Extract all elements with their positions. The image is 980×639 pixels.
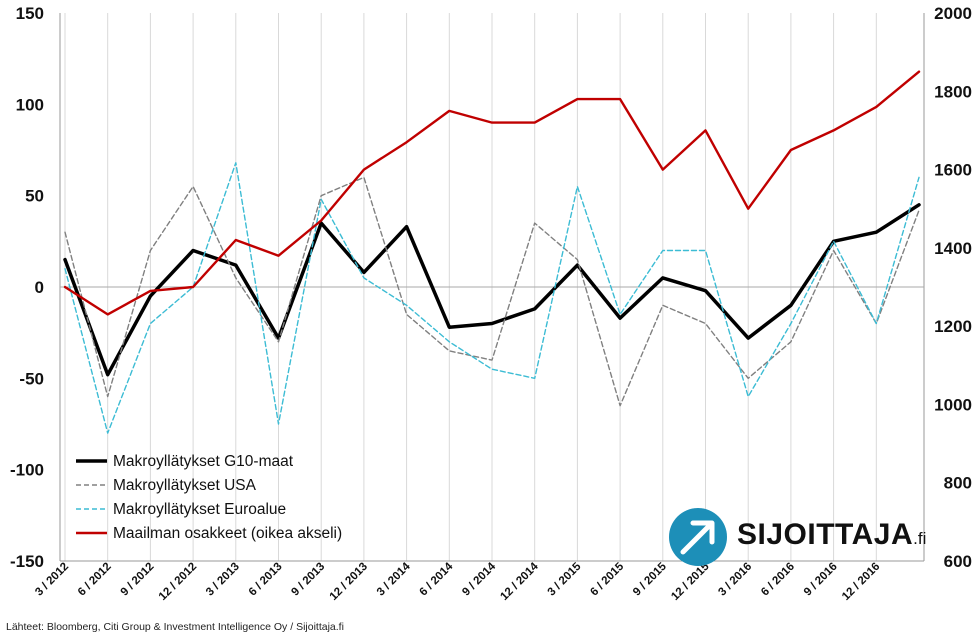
- series-line: [63, 70, 921, 316]
- x-tick-label: 6 / 2014: [418, 560, 456, 598]
- y-tick-label: 50: [25, 187, 44, 206]
- y2-tick-label: 800: [944, 474, 972, 493]
- x-tick-label: 3 / 2015: [546, 560, 584, 598]
- y2-tick-label: 600: [944, 552, 972, 571]
- series-line: [64, 162, 920, 434]
- series-line: [63, 203, 921, 377]
- x-tick-label: 9 / 2015: [631, 560, 669, 598]
- y2-tick-label: 1200: [934, 317, 972, 336]
- legend-label: Maailman osakkeet (oikea akseli): [113, 525, 342, 542]
- y-tick-label: -50: [19, 369, 44, 388]
- series-line: [64, 176, 920, 407]
- x-tick-label: 3 / 2013: [204, 561, 242, 599]
- x-tick-label: 6 / 2015: [588, 560, 626, 598]
- x-tick-label: 3 / 2014: [375, 560, 413, 598]
- legend: Makroyllätykset G10-maat Makroyllätykset …: [76, 453, 342, 542]
- y-tick-label: 150: [16, 4, 44, 23]
- x-tick-label: 12 / 2013: [328, 561, 370, 603]
- x-tick-label: 9 / 2013: [289, 561, 327, 599]
- y2-tick-label: 1800: [934, 82, 972, 101]
- logo-text: SIJOITTAJA.fi: [737, 518, 927, 551]
- x-tick-label: 12 / 2014: [498, 560, 541, 603]
- y-tick-label: 0: [35, 278, 44, 297]
- y-tick-label: -100: [10, 461, 44, 480]
- x-tick-label: 6 / 2013: [247, 561, 285, 599]
- legend-label: Makroyllätykset G10-maat: [113, 453, 294, 470]
- sijoittaja-logo: SIJOITTAJA.fi: [669, 508, 949, 568]
- y2-tick-label: 1400: [934, 239, 972, 258]
- x-tick-label: 9 / 2012: [119, 561, 157, 599]
- y2-tick-label: 1600: [934, 161, 972, 180]
- arrow-up-right-icon: [669, 508, 727, 566]
- x-tick-label: 6 / 2012: [76, 561, 114, 599]
- legend-label: Makroyllätykset USA: [113, 477, 257, 494]
- legend-label: Makroyllätykset Euroalue: [113, 501, 286, 518]
- series-layer: [63, 70, 921, 434]
- x-tick-label: 9 / 2014: [460, 560, 498, 598]
- y-tick-label: 100: [16, 95, 44, 114]
- source-text: Lähteet: Bloomberg, Citi Group & Investm…: [6, 621, 344, 633]
- x-tick-label: 12 / 2012: [157, 561, 199, 603]
- y2-tick-label: 1000: [934, 395, 972, 414]
- axes: [59, 13, 925, 562]
- y2-tick-label: 2000: [934, 4, 972, 23]
- y-tick-label: -150: [10, 552, 44, 571]
